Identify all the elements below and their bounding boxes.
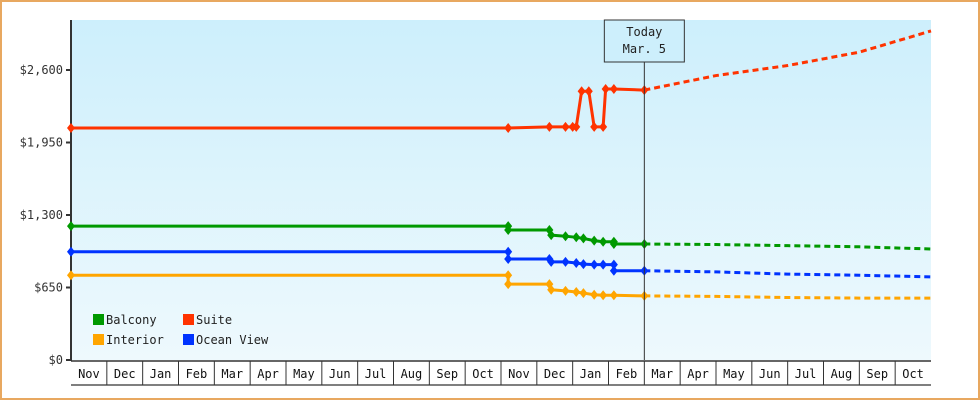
month-label: May bbox=[723, 367, 745, 381]
ocean-view-data-point[interactable] bbox=[579, 259, 588, 270]
month-label: Jul bbox=[795, 367, 817, 381]
suite-data-point[interactable] bbox=[601, 83, 610, 94]
suite-data-point[interactable] bbox=[572, 121, 581, 132]
month-label: Aug bbox=[401, 367, 423, 381]
month-label: Nov bbox=[78, 367, 100, 381]
month-label: Jan bbox=[150, 367, 172, 381]
suite-data-point[interactable] bbox=[504, 123, 513, 133]
series-lines bbox=[67, 29, 932, 301]
today-label: Today bbox=[626, 25, 662, 39]
x-axis: Nov Dec Jan Feb Mar Apr May Jun Jul Aug Sep Oct Nov D… bbox=[71, 360, 931, 386]
legend-swatch-suite bbox=[183, 314, 194, 325]
interior-data-point[interactable] bbox=[504, 279, 513, 290]
ocean-view-data-point[interactable] bbox=[590, 259, 599, 270]
plot-area bbox=[71, 20, 931, 360]
month-label: Feb bbox=[186, 367, 208, 381]
interior-data-point[interactable] bbox=[609, 290, 618, 301]
suite-projection-line bbox=[644, 29, 932, 92]
legend-label-interior: Interior bbox=[106, 333, 164, 347]
balcony-data-point[interactable] bbox=[609, 239, 618, 249]
month-label: Mar bbox=[651, 367, 673, 381]
ocean-view-data-point[interactable] bbox=[561, 256, 570, 267]
y-tick-label: $2,600 bbox=[20, 63, 63, 77]
month-label: Apr bbox=[687, 367, 709, 381]
interior-data-point[interactable] bbox=[579, 288, 588, 299]
ocean-view-data-point[interactable] bbox=[572, 257, 581, 268]
y-axis: $0 $650 $1,300 $1,950 $2,600 bbox=[20, 20, 72, 367]
ocean-view-projection-line bbox=[644, 269, 932, 279]
balcony-data-point[interactable] bbox=[67, 221, 75, 232]
month-label: Jan bbox=[580, 367, 602, 381]
balcony-data-point[interactable] bbox=[599, 236, 608, 247]
y-tick-label: $1,950 bbox=[20, 136, 63, 150]
today-marker: Today Mar. 5 bbox=[603, 19, 685, 360]
ocean-view-data-point[interactable] bbox=[609, 259, 618, 270]
interior-data-point[interactable] bbox=[504, 270, 513, 281]
month-label: Oct bbox=[472, 367, 494, 381]
today-date: Mar. 5 bbox=[623, 42, 666, 56]
legend-label-ocean-view: Ocean View bbox=[196, 333, 269, 347]
month-label: Nov bbox=[508, 367, 530, 381]
suite-data-point[interactable] bbox=[609, 83, 618, 94]
ocean-view-data-point[interactable] bbox=[67, 246, 75, 257]
month-label: Oct bbox=[902, 367, 924, 381]
balcony-data-point[interactable] bbox=[561, 231, 570, 242]
month-label: Jul bbox=[365, 367, 387, 381]
legend-label-balcony: Balcony bbox=[106, 313, 157, 327]
interior-data-point[interactable] bbox=[590, 289, 599, 300]
suite-data-point[interactable] bbox=[561, 121, 570, 132]
ocean-view-data-point[interactable] bbox=[547, 256, 556, 267]
interior-data-point[interactable] bbox=[561, 285, 570, 296]
month-label: Jun bbox=[759, 367, 781, 381]
interior-data-point[interactable] bbox=[599, 290, 608, 301]
ocean-view-data-point[interactable] bbox=[504, 246, 513, 257]
month-label: Mar bbox=[221, 367, 243, 381]
suite-data-point[interactable] bbox=[584, 86, 593, 97]
balcony-data-point[interactable] bbox=[572, 232, 581, 243]
suite-data-point[interactable] bbox=[590, 121, 599, 132]
legend: Balcony Suite Interior Ocean View bbox=[93, 313, 269, 347]
suite-data-point[interactable] bbox=[545, 121, 554, 132]
suite-data-point[interactable] bbox=[599, 121, 608, 132]
month-label: Dec bbox=[114, 367, 136, 381]
suite-data-point[interactable] bbox=[67, 123, 75, 133]
today-box bbox=[603, 19, 685, 63]
legend-swatch-interior bbox=[93, 334, 104, 345]
y-tick-label: $1,300 bbox=[20, 208, 63, 222]
legend-swatch-ocean-view bbox=[183, 334, 194, 345]
balcony-projection-line bbox=[644, 242, 932, 251]
balcony-data-point[interactable] bbox=[547, 230, 556, 241]
balcony-data-point[interactable] bbox=[504, 225, 513, 236]
interior-data-point[interactable] bbox=[67, 270, 75, 281]
interior-data-point[interactable] bbox=[547, 284, 556, 295]
y-tick-label: $0 bbox=[49, 353, 63, 367]
month-label: Apr bbox=[257, 367, 279, 381]
legend-label-suite: Suite bbox=[196, 313, 232, 327]
month-label: May bbox=[293, 367, 315, 381]
suite-data-point[interactable] bbox=[577, 86, 586, 97]
interior-projection-line bbox=[644, 294, 931, 300]
ocean-view-data-point[interactable] bbox=[504, 254, 513, 265]
month-label: Sep bbox=[436, 367, 458, 381]
month-label: Sep bbox=[866, 367, 888, 381]
balcony-data-point[interactable] bbox=[590, 235, 599, 246]
month-label: Dec bbox=[544, 367, 566, 381]
month-label: Aug bbox=[831, 367, 853, 381]
balcony-data-point[interactable] bbox=[579, 233, 588, 244]
y-tick-label: $650 bbox=[34, 281, 63, 295]
interior-data-point[interactable] bbox=[572, 286, 581, 297]
month-label: Feb bbox=[616, 367, 638, 381]
legend-swatch-balcony bbox=[93, 314, 104, 325]
month-label: Jun bbox=[329, 367, 351, 381]
ocean-view-data-point[interactable] bbox=[609, 265, 618, 276]
ocean-view-data-point[interactable] bbox=[599, 259, 608, 270]
